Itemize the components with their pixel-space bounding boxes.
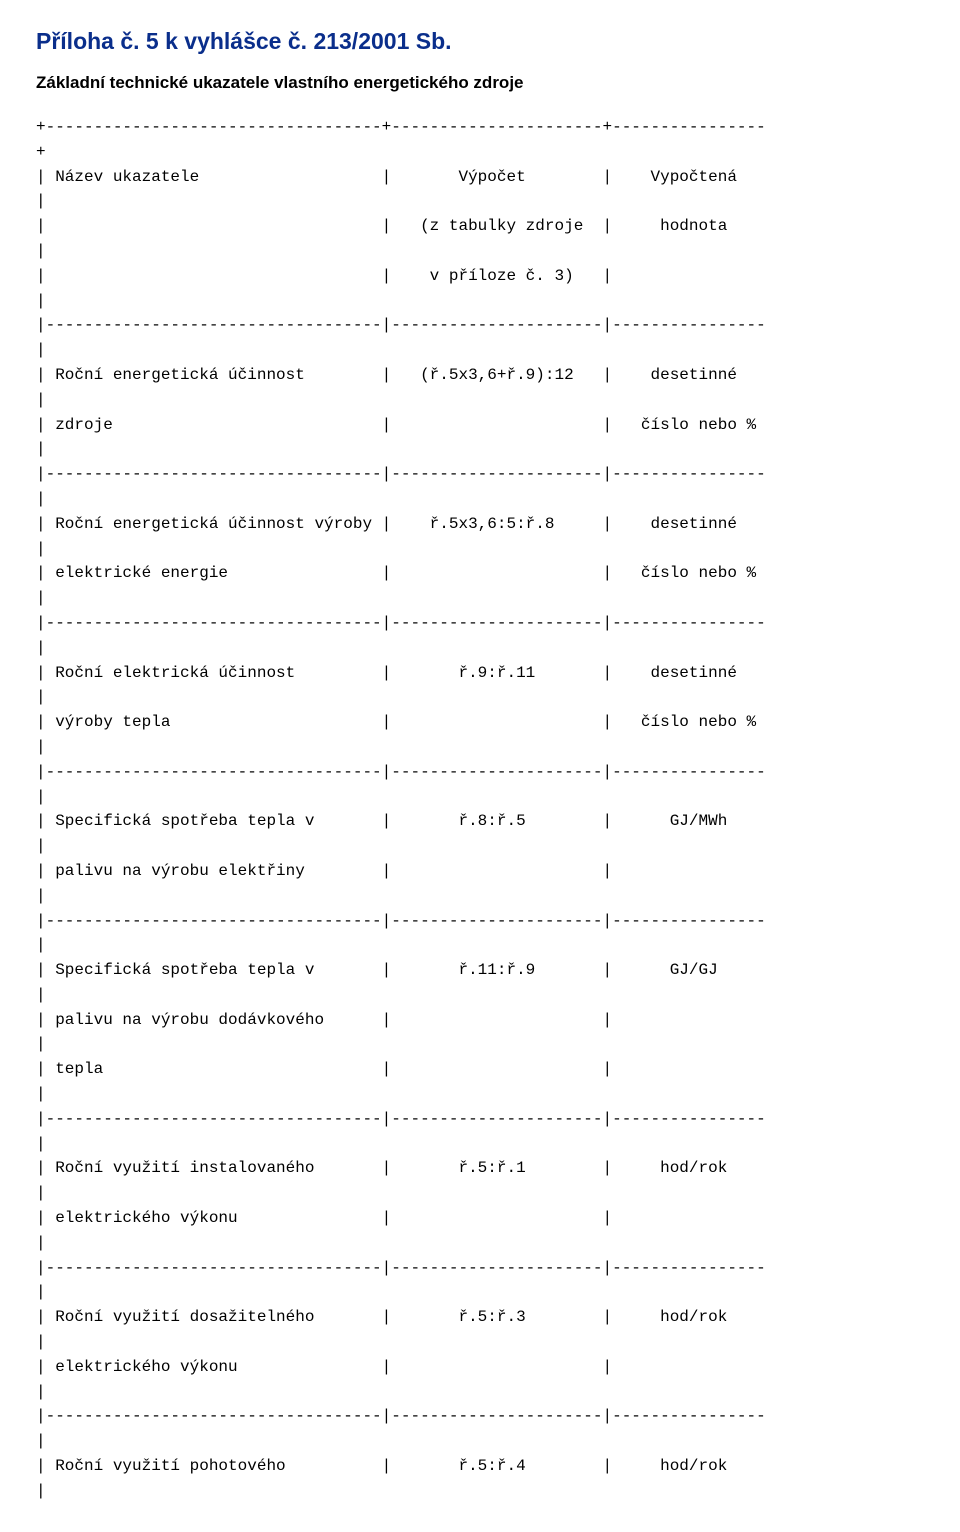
table-sep: |-----------------------------------|---… [36, 763, 766, 781]
table-pipe: | [36, 837, 46, 855]
table-pipe: | [36, 341, 46, 359]
row6-line-b: | elektrického výkonu | | [36, 1209, 612, 1227]
table-sep: |-----------------------------------|---… [36, 465, 766, 483]
row8-line-a: | Roční využití pohotového | ř.5:ř.4 | h… [36, 1457, 727, 1475]
table-pipe: | [36, 292, 46, 310]
table-pipe: | [36, 738, 46, 756]
row5-line-a: | Specifická spotřeba tepla v | ř.11:ř.9… [36, 961, 718, 979]
table-pipe: | [36, 391, 46, 409]
table-pipe: | [36, 1035, 46, 1053]
row3-line-b: | výroby tepla | | číslo nebo % [36, 713, 756, 731]
header-line-1: | Název ukazatele | Výpočet | Vypočtená [36, 168, 737, 186]
table-pipe: | [36, 1333, 46, 1351]
row7-line-b: | elektrického výkonu | | [36, 1358, 612, 1376]
table-pipe: | [36, 887, 46, 905]
row1-line-a: | Roční energetická účinnost | (ř.5x3,6+… [36, 366, 737, 384]
row4-line-b: | palivu na výrobu elektřiny | | [36, 862, 612, 880]
table-pipe: | [36, 936, 46, 954]
ascii-table: +-----------------------------------+---… [36, 115, 960, 1504]
table-pipe: | [36, 242, 46, 260]
table-sep: |-----------------------------------|---… [36, 1407, 766, 1425]
table-pipe: | [36, 639, 46, 657]
page-subtitle: Základní technické ukazatele vlastního e… [36, 73, 960, 93]
table-sep: |-----------------------------------|---… [36, 614, 766, 632]
header-line-3: | | v příloze č. 3) | [36, 267, 612, 285]
table-pipe: | [36, 1383, 46, 1401]
table-pipe: | [36, 540, 46, 558]
table-pipe: | [36, 1184, 46, 1202]
table-pipe: | [36, 1432, 46, 1450]
table-sep: |-----------------------------------|---… [36, 1259, 766, 1277]
row6-line-a: | Roční využití instalovaného | ř.5:ř.1 … [36, 1159, 727, 1177]
table-sep: |-----------------------------------|---… [36, 912, 766, 930]
table-pipe: | [36, 1482, 46, 1500]
row5-line-b: | palivu na výrobu dodávkového | | [36, 1011, 612, 1029]
table-sep: |-----------------------------------|---… [36, 316, 766, 334]
table-pipe: | [36, 440, 46, 458]
table-pipe: | [36, 788, 46, 806]
table-pipe: | [36, 192, 46, 210]
table-pipe: | [36, 1085, 46, 1103]
row3-line-a: | Roční elektrická účinnost | ř.9:ř.11 |… [36, 664, 737, 682]
page-title: Příloha č. 5 k vyhlášce č. 213/2001 Sb. [36, 28, 960, 55]
row4-line-a: | Specifická spotřeba tepla v | ř.8:ř.5 … [36, 812, 727, 830]
table-border-top-plus: + [36, 143, 46, 161]
table-pipe: | [36, 589, 46, 607]
table-pipe: | [36, 688, 46, 706]
row7-line-a: | Roční využití dosažitelného | ř.5:ř.3 … [36, 1308, 727, 1326]
row2-line-a: | Roční energetická účinnost výroby | ř.… [36, 515, 737, 533]
table-pipe: | [36, 986, 46, 1004]
table-border-top: +-----------------------------------+---… [36, 118, 766, 136]
table-pipe: | [36, 1234, 46, 1252]
table-pipe: | [36, 1283, 46, 1301]
table-sep: |-----------------------------------|---… [36, 1110, 766, 1128]
header-line-2: | | (z tabulky zdroje | hodnota [36, 217, 727, 235]
row2-line-b: | elektrické energie | | číslo nebo % [36, 564, 756, 582]
table-pipe: | [36, 490, 46, 508]
table-pipe: | [36, 1135, 46, 1153]
row5-line-c: | tepla | | [36, 1060, 612, 1078]
row1-line-b: | zdroje | | číslo nebo % [36, 416, 756, 434]
